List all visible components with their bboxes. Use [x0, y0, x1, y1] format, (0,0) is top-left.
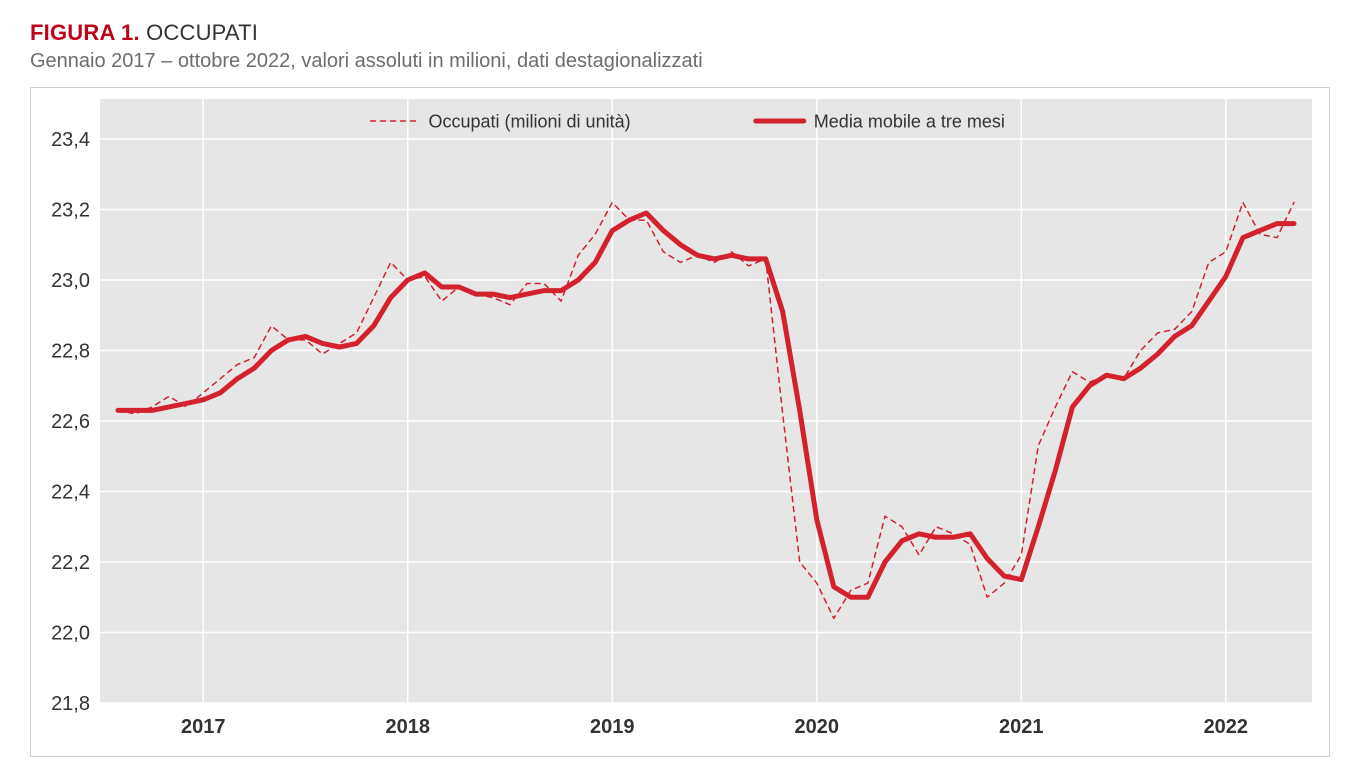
figure-subtitle: Gennaio 2017 – ottobre 2022, valori asso… — [30, 50, 1330, 73]
y-tick-label: 22,4 — [51, 482, 90, 504]
y-tick-label: 21,8 — [51, 693, 90, 715]
plot-area — [100, 99, 1312, 703]
figure-title-main: OCCUPATI — [146, 20, 258, 45]
x-tick-label: 2017 — [181, 716, 226, 738]
line-chart: 21,8 22,0 22,2 22,4 22,6 22,8 23,0 23,2 23,4 2017… — [30, 87, 1330, 757]
legend-label: Media mobile a tre mesi — [814, 111, 1005, 131]
x-tick-label: 2022 — [1204, 716, 1249, 738]
x-tick-label: 2020 — [795, 716, 840, 738]
y-tick-label: 23,4 — [51, 129, 90, 151]
y-tick-label: 22,0 — [51, 623, 90, 645]
y-tick-label: 22,2 — [51, 552, 90, 574]
figure-title: FIGURA 1. OCCUPATI — [30, 20, 1330, 46]
figure-title-prefix: FIGURA 1. — [30, 20, 140, 45]
y-tick-label: 22,6 — [51, 411, 90, 433]
y-tick-label: 23,2 — [51, 200, 90, 222]
y-tick-label: 22,8 — [51, 341, 90, 363]
chart-container: 21,8 22,0 22,2 22,4 22,6 22,8 23,0 23,2 23,4 2017… — [30, 87, 1330, 757]
legend-label: Occupati (milioni di unità) — [429, 111, 631, 131]
x-tick-label: 2021 — [999, 716, 1044, 738]
x-tick-label: 2018 — [385, 716, 430, 738]
y-tick-label: 23,0 — [51, 270, 90, 292]
x-tick-label: 2019 — [590, 716, 635, 738]
